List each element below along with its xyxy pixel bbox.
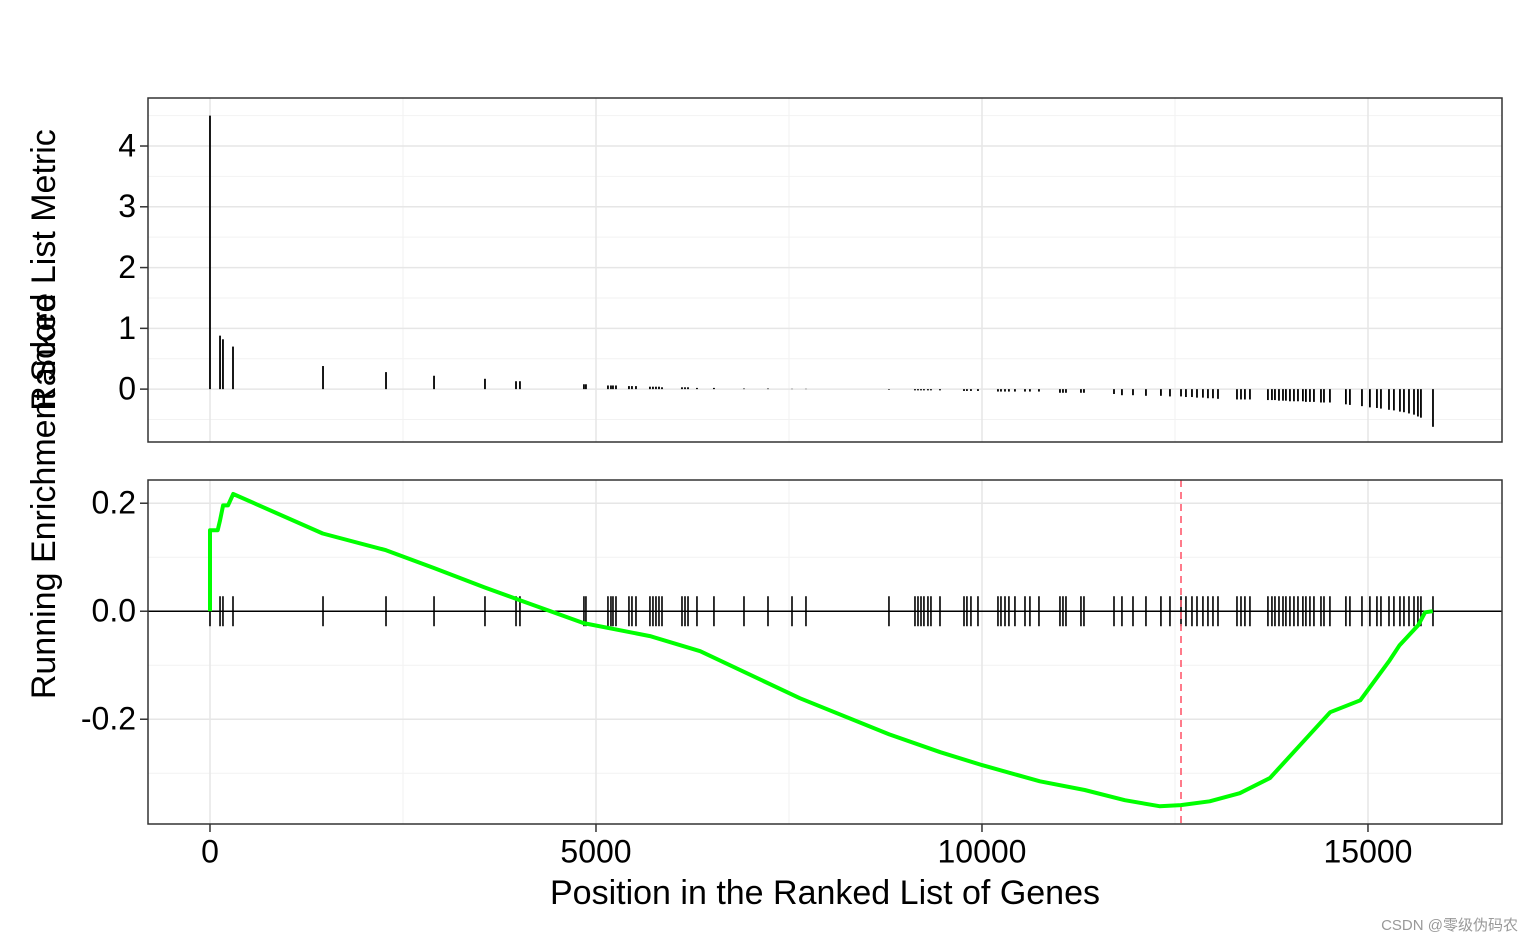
panel-border bbox=[147, 479, 1503, 825]
y-tick-label: 0.0 bbox=[92, 593, 136, 629]
y-axis-title: Running Enrichment Score bbox=[25, 293, 63, 699]
y-tick-label: 0.2 bbox=[92, 485, 136, 521]
y-axis-title: Ranked List Metric bbox=[25, 129, 63, 411]
x-tick-label: 0 bbox=[201, 833, 219, 869]
x-tick-label: 15000 bbox=[1323, 833, 1412, 869]
panel-border bbox=[147, 97, 1503, 443]
watermark: CSDN @零级伪码农 bbox=[1381, 917, 1518, 934]
x-tick-label: 5000 bbox=[560, 833, 631, 869]
panel-background bbox=[148, 480, 1502, 824]
y-tick-label: 3 bbox=[118, 188, 136, 224]
y-tick-label: 4 bbox=[118, 127, 136, 163]
x-tick-label: 10000 bbox=[937, 833, 1026, 869]
panel-background bbox=[148, 98, 1502, 442]
y-tick-label: 1 bbox=[118, 310, 136, 346]
y-tick-label: -0.2 bbox=[81, 701, 136, 737]
running-es-line bbox=[208, 492, 1434, 809]
x-axis-title: Position in the Ranked List of Genes bbox=[550, 874, 1100, 912]
y-tick-label: 0 bbox=[118, 371, 136, 407]
y-tick-label: 2 bbox=[118, 249, 136, 285]
